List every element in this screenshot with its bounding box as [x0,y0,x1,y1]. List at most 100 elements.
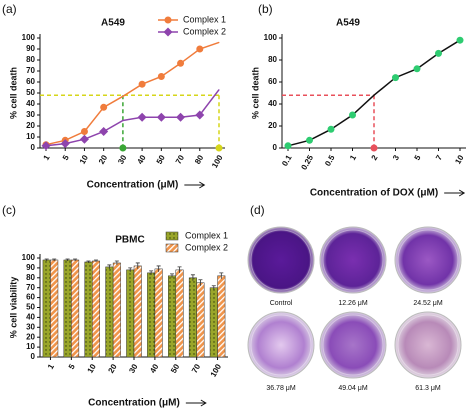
bar [147,272,156,358]
x-tick-label: 30 [127,362,140,375]
error-bar [73,258,78,261]
dish-caption: 61.3 μM [415,385,441,392]
error-bar [219,272,224,279]
marker [100,103,108,111]
y-tick-label: 0 [273,143,278,152]
panel-label: (d) [250,203,265,217]
y-axis-label: % cell death [250,67,260,119]
bar [126,269,135,358]
x-arrow [444,189,466,197]
x-tick-label: 7 [434,153,444,162]
x-tick-label: 0.5 [323,153,337,168]
guide-dot [370,144,378,152]
marker [156,112,166,122]
error-bar [52,258,57,261]
error-bar [156,265,161,272]
x-tick-label: 50 [155,153,168,166]
y-tick-label: 50 [26,88,35,97]
dish-rim [397,229,459,291]
bar [133,265,142,358]
x-tick-label: 1 [348,153,358,162]
marker [138,80,146,88]
bar [209,287,218,358]
marker [176,112,186,122]
error-bar [149,270,154,275]
bar [196,282,205,358]
y-tick-label: 30 [26,322,35,331]
marker [413,65,421,73]
x-tick-label: 2 [370,153,380,162]
error-bar [170,273,175,278]
error-bar [177,266,182,273]
y-tick-label: 80 [268,55,277,64]
x-tick-label: 70 [174,153,187,166]
dish [319,311,387,379]
y-tick-label: 40 [26,313,35,322]
x-tick-label: 5 [67,362,77,371]
guide-dot [215,144,223,152]
x-tick-label: 1 [46,362,56,371]
dish-caption: 24.52 μM [413,300,442,307]
dish-caption: 12.26 μM [338,300,367,307]
x-tick-label: 10 [453,153,466,166]
x-tick-label: 1 [42,153,52,162]
x-tick-label: 0.25 [299,153,315,171]
point [218,41,220,43]
x-tick-label: 10 [86,362,99,375]
x-tick-label: 20 [97,153,110,166]
dish [319,226,387,294]
dish-rim [250,314,312,376]
y-tick-label: 100 [22,253,36,262]
x-tick-label: 80 [193,153,206,166]
marker [177,59,185,67]
panel-label: (c) [2,203,16,217]
point [373,94,375,96]
y-tick-label: 80 [26,273,35,282]
marker [80,128,88,135]
x-arrow [185,399,207,407]
marker [60,139,70,149]
error-bar [107,264,112,269]
point [122,120,124,121]
y-tick-label: 20 [268,121,277,130]
x-tick-label: 50 [169,362,182,375]
marker [79,134,89,144]
y-tick-label: 20 [26,332,35,341]
y-tick-label: 90 [26,263,35,272]
bar [217,275,226,358]
marker [164,16,172,24]
y-tick-label: 10 [26,342,35,351]
dish-rim [250,229,312,291]
dish-caption: 49.04 μM [338,385,367,392]
legend-label: Complex 2 [183,26,226,36]
dish [247,226,315,294]
marker [137,112,147,122]
point [122,95,124,97]
chart-title: PBMC [115,235,144,246]
y-tick-label: 0 [31,352,36,361]
marker [196,45,204,53]
x-tick-label: 100 [210,153,225,170]
bar [63,259,72,358]
x-tick-label: 70 [190,362,203,375]
error-bar [114,260,119,265]
x-tick-label: 40 [135,153,148,166]
marker [41,141,51,151]
error-bar [128,267,133,272]
x-axis-label: Concentration (μM) [87,180,179,191]
bar [168,275,177,358]
y-tick-label: 60 [26,293,35,302]
y-tick-label: 90 [26,44,35,53]
y-tick-label: 80 [26,55,35,64]
x-tick-label: 5 [413,153,423,162]
marker [456,36,464,44]
x-tick-label: 20 [106,362,119,375]
chart-title: A549 [336,18,360,29]
guide-dot [119,144,127,152]
chart-title: A549 [101,18,125,29]
marker [157,73,165,80]
marker [349,111,356,119]
y-tick-label: 100 [264,33,278,42]
marker [163,27,173,37]
